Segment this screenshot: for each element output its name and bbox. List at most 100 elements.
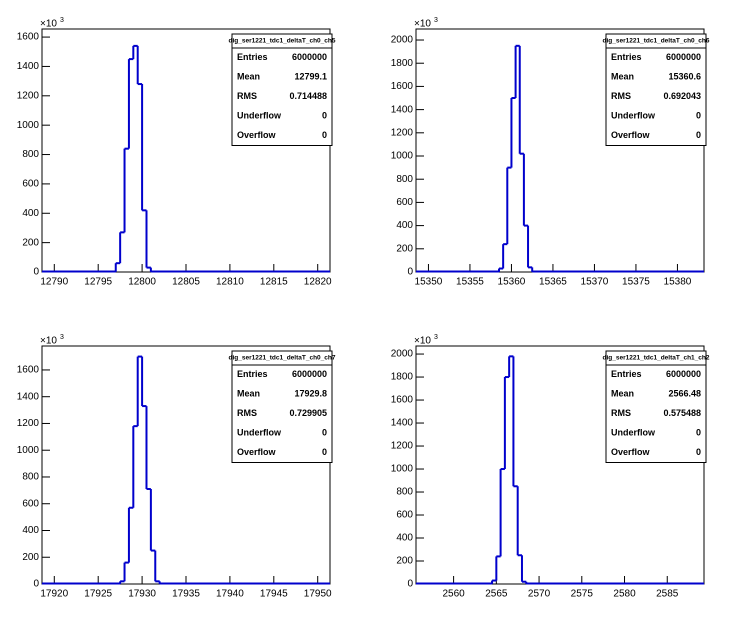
- y-tick-label: 600: [22, 179, 39, 190]
- y-multiplier-exponent: 3: [60, 17, 64, 24]
- y-tick-label: 1800: [391, 372, 414, 383]
- histogram-pad: 0 200 400 600 800 1000 1200 1400 1600 12790 12795 1…: [17, 17, 336, 288]
- y-multiplier: ×10: [40, 19, 57, 30]
- stat-label: Overflow: [237, 130, 277, 140]
- y-tick-label: 1400: [17, 61, 40, 72]
- stat-label: RMS: [611, 91, 631, 101]
- x-tick-label: 12820: [304, 277, 332, 288]
- stat-value: 0: [322, 111, 327, 121]
- stats-title: dig_ser1221_tdc1_deltaT_ch0_ch5: [229, 38, 336, 45]
- stat-value: 0: [696, 111, 701, 121]
- histogram-pad: 0 200 400 600 800 1000 1200 1400 1600 1800 2000 153…: [391, 17, 710, 288]
- stats-box: [605, 350, 707, 463]
- stat-label: Overflow: [611, 130, 651, 140]
- stat-value: 0.729905: [289, 408, 327, 418]
- y-tick-label: 0: [33, 267, 39, 278]
- stat-value: 0: [322, 130, 327, 140]
- y-tick-label: 0: [407, 579, 413, 590]
- stat-label: Entries: [611, 52, 642, 62]
- y-tick-label: 1600: [391, 81, 414, 92]
- x-tick-label: 2560: [442, 589, 465, 600]
- y-tick-label: 800: [22, 472, 39, 483]
- histogram-pad: 0 200 400 600 800 1000 1200 1400 1600 1800 2000 256…: [391, 334, 710, 600]
- x-tick-label: 2565: [485, 589, 508, 600]
- stat-label: Mean: [237, 72, 260, 82]
- y-tick-label: 2000: [391, 35, 414, 46]
- y-tick-label: 600: [396, 510, 413, 521]
- stats-box: [605, 33, 707, 146]
- y-tick-label: 200: [396, 556, 413, 567]
- stat-value: 2566.48: [668, 389, 701, 399]
- stat-value: 6000000: [292, 52, 327, 62]
- stat-label: Mean: [611, 72, 634, 82]
- y-tick-label: 1600: [391, 395, 414, 406]
- x-tick-label: 15350: [415, 277, 443, 288]
- y-tick-label: 1400: [17, 391, 40, 402]
- y-tick-label: 400: [396, 533, 413, 544]
- stat-value: 12799.1: [294, 72, 327, 82]
- x-tick-label: 17920: [40, 589, 68, 600]
- y-tick-label: 1400: [391, 418, 414, 429]
- stat-value: 15360.6: [668, 72, 701, 82]
- y-tick-label: 1200: [17, 418, 40, 429]
- stat-value: 0: [696, 447, 701, 457]
- stat-label: Mean: [611, 389, 634, 399]
- stat-label: RMS: [237, 408, 257, 418]
- x-tick-label: 15370: [581, 277, 609, 288]
- y-multiplier-exponent: 3: [60, 334, 64, 341]
- x-tick-label: 12815: [260, 277, 288, 288]
- stat-value: 0: [696, 130, 701, 140]
- stat-label: Underflow: [237, 428, 282, 438]
- x-tick-label: 17945: [260, 589, 288, 600]
- y-tick-label: 1200: [391, 127, 414, 138]
- y-tick-label: 600: [22, 498, 39, 509]
- stat-label: RMS: [611, 408, 631, 418]
- x-tick-label: 12790: [40, 277, 68, 288]
- y-tick-label: 1600: [17, 32, 40, 43]
- y-tick-label: 1000: [391, 464, 414, 475]
- y-multiplier: ×10: [40, 336, 57, 347]
- stat-label: Overflow: [611, 447, 651, 457]
- stat-label: Underflow: [237, 111, 282, 121]
- y-tick-label: 200: [22, 237, 39, 248]
- y-multiplier: ×10: [414, 19, 431, 30]
- x-tick-label: 15355: [456, 277, 484, 288]
- stat-value: 6000000: [666, 52, 701, 62]
- x-tick-label: 15380: [664, 277, 692, 288]
- y-tick-label: 0: [407, 267, 413, 278]
- stat-value: 17929.8: [294, 389, 327, 399]
- y-tick-label: 400: [22, 525, 39, 536]
- stat-label: Entries: [237, 52, 268, 62]
- stats-box: [231, 350, 333, 463]
- y-multiplier: ×10: [414, 336, 431, 347]
- y-tick-label: 1600: [17, 365, 40, 376]
- stat-value: 0.575488: [663, 408, 701, 418]
- y-tick-label: 200: [396, 243, 413, 254]
- stats-title: dig_ser1221_tdc1_deltaT_ch0_ch6: [603, 38, 710, 45]
- stat-value: 0: [696, 428, 701, 438]
- y-tick-label: 1000: [391, 151, 414, 162]
- x-tick-label: 17930: [128, 589, 156, 600]
- x-tick-label: 17935: [172, 589, 200, 600]
- x-tick-label: 17940: [216, 589, 244, 600]
- stat-label: RMS: [237, 91, 257, 101]
- stat-label: Underflow: [611, 111, 656, 121]
- histogram-pad: 0 200 400 600 800 1000 1200 1400 1600 17920 17925 1…: [17, 334, 336, 600]
- x-tick-label: 2580: [613, 589, 636, 600]
- stat-label: Underflow: [611, 428, 656, 438]
- x-tick-label: 12805: [172, 277, 200, 288]
- stat-value: 6000000: [666, 369, 701, 379]
- y-tick-label: 400: [396, 220, 413, 231]
- y-tick-label: 800: [396, 487, 413, 498]
- x-tick-label: 15365: [539, 277, 567, 288]
- x-tick-label: 17925: [84, 589, 112, 600]
- x-tick-label: 17950: [304, 589, 332, 600]
- y-tick-label: 800: [22, 149, 39, 160]
- y-tick-label: 1000: [17, 445, 40, 456]
- y-tick-label: 800: [396, 174, 413, 185]
- y-tick-label: 200: [22, 552, 39, 563]
- x-tick-label: 12800: [128, 277, 156, 288]
